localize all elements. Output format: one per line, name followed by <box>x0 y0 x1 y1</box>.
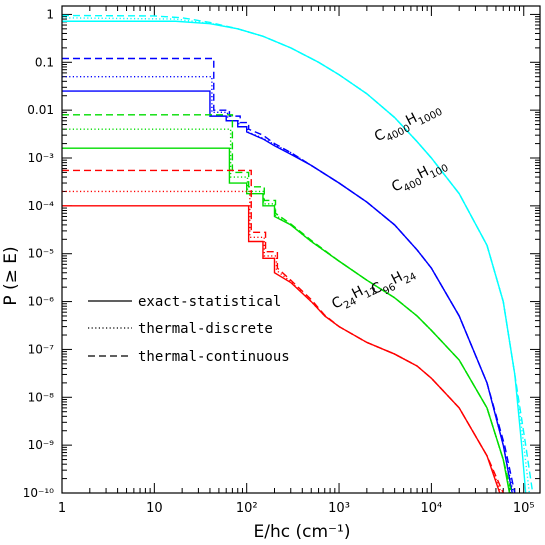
molecule-label: C4000H1000 <box>372 99 445 149</box>
x-tick-label: 10⁵ <box>513 501 535 516</box>
series-C24H12-dashed <box>62 169 504 493</box>
series-C4000H1000-dotted <box>62 17 531 493</box>
y-tick-label: 1 <box>46 7 54 21</box>
y-tick-label: 0.1 <box>35 55 54 69</box>
x-tick-label: 10² <box>236 501 258 516</box>
series-C4000H1000-dashed <box>62 14 534 493</box>
legend-label: thermal-discrete <box>138 321 273 337</box>
plot-frame <box>61 5 541 494</box>
series-layer <box>62 14 534 493</box>
axes-layer: 1 10 10² 10³ 10⁴ 10⁵ 1 0.1 0.01 10⁻³ 10⁻⁴ 10⁻⁵ 10⁻⁶ 1… <box>23 6 540 516</box>
y-tick-label: 10⁻¹⁰ <box>23 486 54 500</box>
series-C96H24-dotted <box>62 128 512 493</box>
x-axis-title: E/hc (cm⁻¹) <box>254 522 351 542</box>
molecule-label: C400H100 <box>389 155 450 199</box>
x-tick-label: 1 <box>58 501 66 516</box>
series-C24H12-dotted <box>62 190 502 493</box>
y-tick-label: 10⁻⁶ <box>28 295 55 309</box>
x-tick-label: 10³ <box>328 501 350 516</box>
y-tick-label: 10⁻⁹ <box>28 438 55 452</box>
y-tick-label: 10⁻⁴ <box>28 199 55 213</box>
series-C400H100-dashed <box>62 57 516 493</box>
x-tick-label: 10 <box>146 501 163 516</box>
legend: exact-statistical thermal-discrete thermal… <box>88 294 290 365</box>
y-tick-label: 0.01 <box>27 103 54 117</box>
legend-label: thermal-continuous <box>138 349 290 365</box>
series-C4000H1000-solid <box>62 20 527 493</box>
y-tick-label: 10⁻⁷ <box>28 342 55 356</box>
legend-label: exact-statistical <box>138 294 281 310</box>
x-tick-label: 10⁴ <box>421 501 443 516</box>
series-C96H24-dashed <box>62 114 513 493</box>
y-tick-label: 10⁻⁵ <box>28 247 55 261</box>
plot-border <box>61 5 541 494</box>
y-tick-label: 10⁻⁸ <box>28 390 55 404</box>
y-tick-label: 10⁻³ <box>28 151 55 165</box>
series-C400H100-dotted <box>62 75 514 493</box>
series-C96H24-solid <box>62 147 511 493</box>
y-axis-title: P (≥ E) <box>1 246 21 305</box>
series-C400H100-solid <box>62 90 513 493</box>
